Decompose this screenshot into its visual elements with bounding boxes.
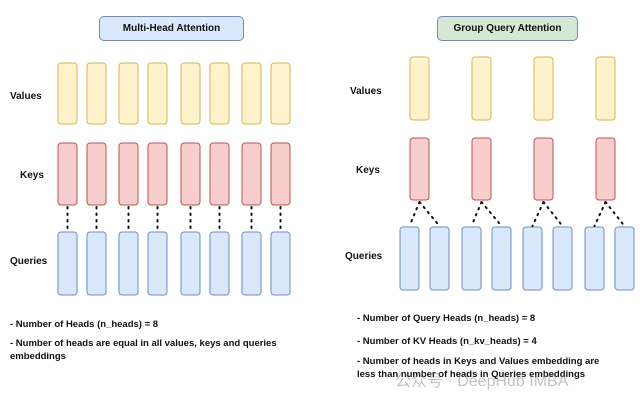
gqa-connector: [531, 201, 545, 227]
mha-key-head: [241, 142, 262, 206]
gqa-note-1: - Number of Query Heads (n_heads) = 8: [357, 313, 536, 324]
mha-note-2: - Number of heads are equal in all value…: [10, 338, 277, 362]
mha-query-head: [209, 231, 230, 296]
gqa-connector: [418, 201, 441, 227]
watermark: 公众号 · DeepHub IMBA: [395, 373, 569, 390]
gqa-note-2: - Number of KV Heads (n_kv_heads) = 4: [357, 336, 537, 347]
gqa-note-3: - Number of heads in Keys and Values emb…: [357, 356, 600, 380]
gqa-connector: [593, 201, 607, 227]
mha-key-head: [180, 142, 201, 206]
mha-value-head: [270, 62, 291, 125]
mha-value-head: [86, 62, 107, 125]
mha-key-head: [147, 142, 168, 206]
gqa-query-head: [429, 226, 450, 291]
mha-key-head: [118, 142, 139, 206]
gqa-key-head: [595, 137, 616, 201]
mha-key-head: [270, 142, 291, 206]
gqa-value-head: [471, 56, 492, 121]
gqa-connector: [470, 201, 483, 227]
mha-query-head: [57, 231, 78, 296]
gqa-query-head: [399, 226, 420, 291]
gqa-connector: [542, 201, 564, 227]
mha-title: Multi-Head Attention: [99, 16, 244, 41]
gqa-value-head: [409, 56, 430, 121]
mha-queries-label: Queries: [10, 256, 48, 267]
mha-query-head: [118, 231, 139, 296]
gqa-key-head: [471, 137, 492, 201]
gqa-query-head: [461, 226, 482, 291]
mha-value-head: [118, 62, 139, 125]
gqa-query-head: [552, 226, 573, 291]
mha-keys-label: Keys: [20, 170, 44, 181]
mha-note-1: - Number of Heads (n_heads) = 8: [10, 319, 159, 330]
mha-query-head: [241, 231, 262, 296]
mha-value-head: [209, 62, 230, 125]
gqa-keys-label: Keys: [356, 165, 380, 176]
mha-value-head: [241, 62, 262, 125]
mha-value-head: [147, 62, 168, 125]
gqa-values-label: Values: [350, 86, 382, 97]
gqa-connector: [480, 201, 503, 227]
gqa-value-head: [533, 56, 554, 121]
gqa-value-head: [595, 56, 616, 121]
gqa-queries-label: Queries: [345, 251, 383, 262]
gqa-connector: [604, 201, 626, 227]
gqa-query-head: [491, 226, 512, 291]
mha-value-head: [180, 62, 201, 125]
mha-query-head: [86, 231, 107, 296]
gqa-query-head: [584, 226, 605, 291]
mha-query-head: [270, 231, 291, 296]
mha-query-head: [180, 231, 201, 296]
gqa-query-head: [522, 226, 543, 291]
mha-key-head: [209, 142, 230, 206]
gqa-title: Group Query Attention: [437, 16, 578, 41]
mha-key-head: [57, 142, 78, 206]
gqa-connector: [408, 201, 421, 227]
gqa-key-head: [533, 137, 554, 201]
mha-query-head: [147, 231, 168, 296]
mha-key-head: [86, 142, 107, 206]
gqa-key-head: [409, 137, 430, 201]
gqa-query-head: [614, 226, 635, 291]
mha-values-label: Values: [10, 91, 42, 102]
mha-value-head: [57, 62, 78, 125]
